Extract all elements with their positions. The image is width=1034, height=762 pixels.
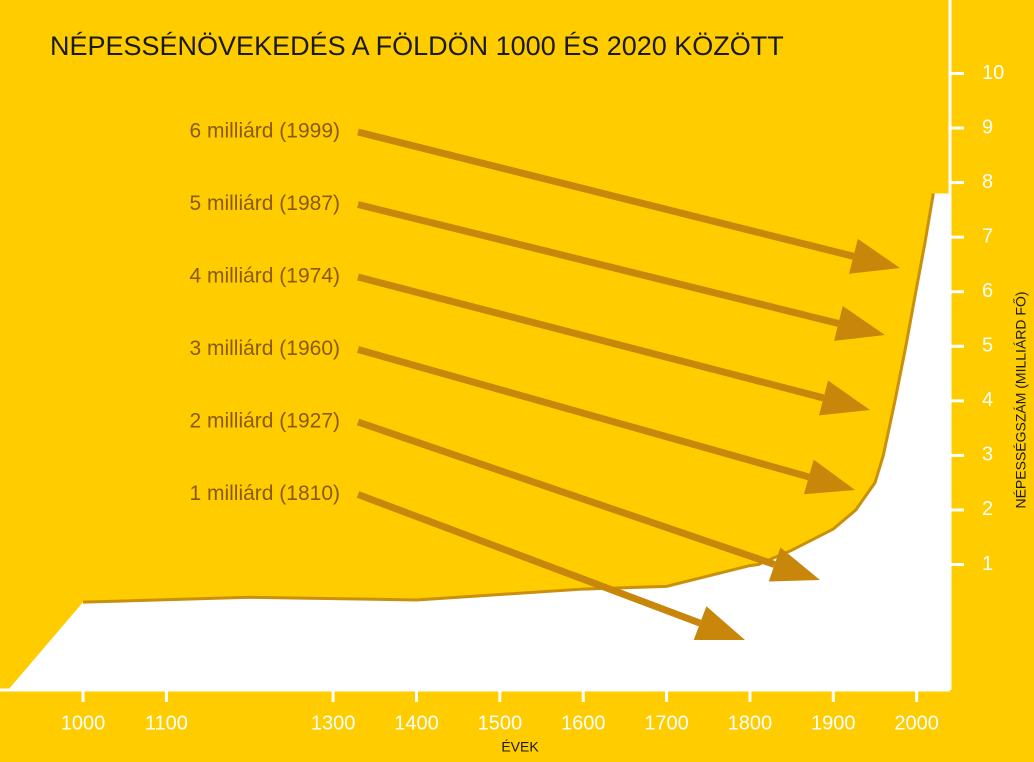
annotation-arrowhead [768,547,820,582]
annotation-arrowhead [803,459,855,495]
y-tick-label: 10 [982,62,1004,84]
x-tick-label: 1500 [478,712,523,734]
annotation-arrow [357,128,855,260]
annotation-label: 1 milliárd (1810) [189,482,340,505]
annotations: 6 milliárd (1999) 5 milliárd (1987) 4 mill… [189,120,900,640]
annotation-label: 4 milliárd (1974) [189,265,340,288]
annotation-arrow [357,346,810,481]
x-tick-label: 1100 [145,712,188,734]
y-tick-label: 3 [982,444,993,466]
annotation-arrowhead [693,606,745,640]
y-tick-label: 6 [982,280,993,302]
y-tick-label: 5 [982,335,993,357]
x-tick-label: 1600 [561,712,606,734]
y-tick-label: 8 [982,171,993,193]
annotation-arrowhead [834,305,885,341]
x-tick-label: 2000 [894,712,939,734]
x-tick-label: 1700 [644,712,689,734]
y-axis-label: NÉPESSÉGSZÁM (MILLIÁRD FŐ) [1013,291,1029,508]
annotation-arrowhead [849,238,900,274]
area-fill [8,193,950,690]
x-tick-label: 1000 [61,712,106,734]
annotation-label: 3 milliárd (1960) [189,337,340,360]
y-tick-label: 9 [982,116,993,138]
annotation-arrow [356,491,702,627]
x-tick-label: 1800 [728,712,773,734]
plot: 1000 1100 1300 1400 1500 1600 1700 1800 1900 2000… [0,0,1004,734]
x-tick-label: 1300 [311,712,356,734]
annotation-label: 5 milliárd (1987) [189,192,340,215]
x-tick-label: 1400 [394,712,439,734]
x-tick-label: 1900 [811,712,856,734]
x-axis-label: ÉVEK [501,739,539,755]
y-tick-label: 4 [982,389,993,411]
y-tick-label: 1 [982,553,993,575]
annotation-arrow [357,273,825,402]
annotation-label: 6 milliárd (1999) [189,120,340,143]
annotation-arrow [356,418,776,568]
area-line [82,193,935,604]
chart-title: NÉPESSÉNÖVEKEDÉS A FÖLDÖN 1000 ÉS 2020 K… [50,31,784,61]
y-tick-label: 7 [982,225,993,247]
annotation-arrow [357,201,840,327]
annotation-label: 2 milliárd (1927) [189,410,340,433]
y-tick-label: 2 [982,498,993,520]
annotation-arrowhead [819,380,870,416]
